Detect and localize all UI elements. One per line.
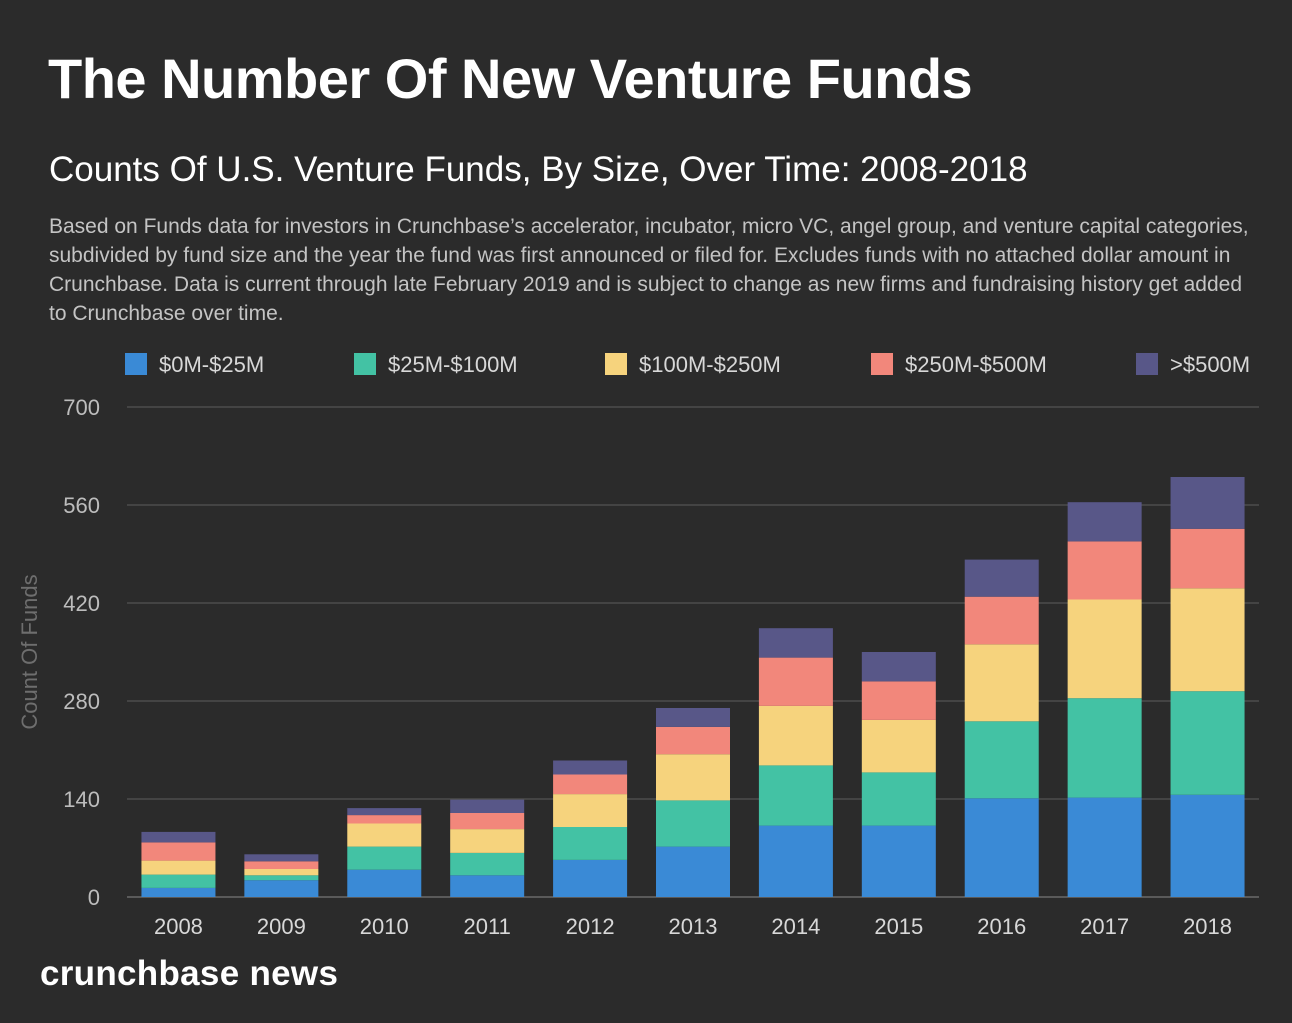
bar-segment [1170,477,1245,529]
legend-swatch [605,353,627,375]
x-tick-label: 2016 [977,914,1026,939]
bar-segment [141,831,216,843]
chart-subtitle: Counts Of U.S. Venture Funds, By Size, O… [49,150,1028,189]
legend-swatch [125,353,147,375]
bar-segment [964,644,1039,722]
bar-segment [553,859,628,897]
bar-segment [1067,797,1142,897]
bar-segment [553,794,628,827]
bar-segment [450,813,525,830]
y-tick-label: 0 [88,885,100,910]
bar-segment [450,875,525,897]
bar-segment [964,596,1039,645]
bar-segment [450,799,525,813]
bar-segment [553,760,628,775]
bar-segment [1170,528,1245,589]
bar-segment [347,823,422,847]
bar-segment [244,880,319,897]
bars [141,477,1245,897]
x-tick-label: 2008 [154,914,203,939]
bar-segment [141,874,216,888]
bar-segment [758,628,833,658]
bar-segment [861,825,936,897]
x-tick-label: 2012 [566,914,615,939]
legend-swatch [354,353,376,375]
bar-segment [1170,794,1245,897]
chart-title: The Number Of New Venture Funds [48,47,973,110]
y-tick-label: 420 [63,591,100,616]
bar-segment [656,846,730,897]
bar-segment [758,765,833,826]
bar-segment [964,559,1039,597]
bar-segment [1067,698,1142,798]
bar-segment [964,798,1039,897]
x-tick-label: 2011 [464,914,511,939]
crunchbase-news-logo: crunchbase news [40,954,339,993]
x-tick-label: 2013 [669,914,718,939]
x-tick-label: 2014 [771,914,820,939]
x-tick-label: 2009 [257,914,306,939]
bar-segment [656,726,730,755]
x-axis-labels: 2008 2009 2010 2011 2012 2013 2014 2015 2016 2017… [154,914,1232,939]
bar-segment [758,705,833,766]
bar-segment [656,708,730,727]
y-axis-labels: 0 140 280 420 560 700 [63,395,100,910]
bar-segment [347,815,422,824]
legend-swatch [871,353,893,375]
y-tick-label: 140 [63,787,100,812]
legend-label: >$500M [1170,352,1250,377]
legend-label: $250M-$500M [905,352,1047,377]
legend-swatch [1136,353,1158,375]
bar-segment [244,854,319,862]
bar-segment [861,681,936,720]
bar-segment [347,808,422,816]
bar-segment [1067,541,1142,600]
bar-segment [964,721,1039,799]
bar-segment [656,754,730,801]
x-tick-label: 2018 [1183,914,1232,939]
bar-segment [141,887,216,897]
x-tick-label: 2015 [874,914,923,939]
bar-segment [758,657,833,706]
bar-segment [1067,502,1142,542]
bar-segment [244,869,319,876]
x-tick-label: 2017 [1080,914,1129,939]
chart-description: Based on Funds data for investors in Cru… [49,215,1249,325]
bar-segment [1170,588,1245,692]
y-tick-label: 700 [63,395,100,420]
y-tick-label: 280 [63,689,100,714]
x-tick-label: 2010 [360,914,409,939]
bar-segment [758,825,833,897]
bar-segment [1170,691,1245,795]
bar-segment [1067,599,1142,699]
bar-segment [861,772,936,826]
y-axis-title: Count Of Funds [17,574,42,729]
bar-segment [656,800,730,847]
bar-segment [861,719,936,773]
bar-segment [450,852,525,876]
bar-segment [553,774,628,795]
bar-segment [141,842,216,861]
y-tick-label: 560 [63,493,100,518]
bar-segment [347,869,422,897]
bar-segment [141,860,216,875]
legend-label: $25M-$100M [388,352,518,377]
legend-label: $100M-$250M [639,352,781,377]
bar-segment [244,861,319,869]
bar-segment [553,827,628,860]
bar-segment [347,846,422,870]
bar-segment [861,652,936,682]
legend-label: $0M-$25M [159,352,264,377]
bar-segment [244,875,319,881]
bar-segment [450,829,525,853]
legend: $0M-$25M $25M-$100M $100M-$250M $250M-$500M… [125,352,1250,377]
